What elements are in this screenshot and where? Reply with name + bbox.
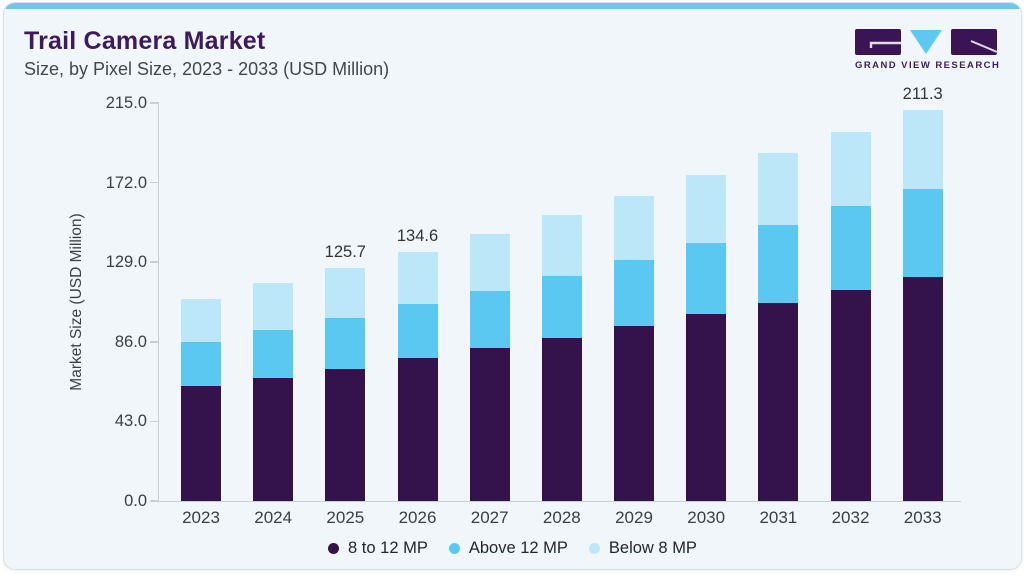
x-axis-label: 2025 xyxy=(326,508,365,527)
bar-segment xyxy=(181,299,221,343)
x-axis-label: 2033 xyxy=(903,508,942,527)
bar-segment xyxy=(758,302,799,501)
y-tick-label: 172.0 xyxy=(105,173,147,192)
y-tick-label: 86.0 xyxy=(114,332,147,351)
logo-mark xyxy=(855,29,997,55)
x-axis-label: 2031 xyxy=(759,508,798,527)
bar-segment xyxy=(614,195,655,261)
bar-segment xyxy=(325,268,366,318)
bar-segment xyxy=(469,348,510,501)
bar-segment xyxy=(686,314,727,501)
logo-v-triangle-icon xyxy=(910,30,942,54)
bar-segment xyxy=(541,214,582,276)
bar-segment xyxy=(253,377,294,501)
x-axis-label: 2032 xyxy=(831,508,870,527)
y-tick-mark xyxy=(150,500,159,502)
card-accent-strip xyxy=(4,3,1021,9)
legend-label: Above 12 MP xyxy=(468,539,568,557)
bar-segment xyxy=(830,131,871,207)
logo-r-glyph xyxy=(970,40,997,53)
legend-item: Above 12 MP xyxy=(448,539,568,558)
bar-segment xyxy=(541,337,582,501)
bar-2027 xyxy=(469,103,510,501)
bar-segment xyxy=(686,243,727,315)
bar-segment xyxy=(253,283,294,331)
bar-2024 xyxy=(253,103,294,501)
bar-value-label: 125.7 xyxy=(324,243,366,262)
bar-segment xyxy=(325,317,366,370)
y-tick-label: 0.0 xyxy=(124,492,147,510)
bar-segment xyxy=(469,290,510,349)
bar-segment xyxy=(397,251,438,305)
bar-2028 xyxy=(541,103,582,501)
bar-segment xyxy=(758,153,799,226)
bar-2023 xyxy=(181,103,221,501)
y-tick-mark xyxy=(150,420,159,423)
page-title: Trail Camera Market xyxy=(24,27,266,55)
bar-2029 xyxy=(614,103,655,501)
y-tick-label: 215.0 xyxy=(105,94,147,112)
bar-segment xyxy=(253,330,294,378)
x-axis-label: 2024 xyxy=(254,508,293,527)
legend-item: 8 to 12 MP xyxy=(328,539,428,558)
x-axis-label: 2029 xyxy=(615,508,653,527)
bar-2032 xyxy=(830,103,871,501)
x-axis-label: 2027 xyxy=(470,508,509,527)
bar-segment xyxy=(830,289,871,501)
bar-segment xyxy=(614,326,655,501)
bar-segment xyxy=(325,369,366,501)
logo-wordmark: GRAND VIEW RESEARCH xyxy=(855,60,1001,71)
bar-value-label: 211.3 xyxy=(902,84,943,103)
logo-g-glyph xyxy=(869,41,901,48)
bar-segment xyxy=(397,358,438,501)
legend-label: 8 to 12 MP xyxy=(348,539,428,557)
x-axis-label: 2028 xyxy=(542,508,581,527)
bar-segment xyxy=(830,206,871,290)
logo-g-block xyxy=(855,29,901,55)
bar-value-label: 134.6 xyxy=(396,226,439,245)
bar-2025: 125.7 xyxy=(325,103,366,501)
y-tick-mark xyxy=(150,261,159,263)
bar-2026: 134.6 xyxy=(397,103,438,501)
bar-segment xyxy=(902,109,943,190)
grand-view-research-logo: GRAND VIEW RESEARCH xyxy=(855,29,1001,71)
legend-item: Below 8 MP xyxy=(588,539,697,558)
bar-segment xyxy=(902,276,943,501)
y-axis-title: Market Size (USD Million) xyxy=(68,213,85,391)
bar-segment xyxy=(686,175,727,244)
chart-header: Trail Camera Market Size, by Pixel Size,… xyxy=(24,27,389,80)
plot-area: 0.0 43.0 86.0 129.0 172.0 215.0 2023 2024 125.7 2… xyxy=(106,85,961,527)
y-tick-mark xyxy=(150,102,159,104)
bar-2030 xyxy=(686,103,727,501)
chart-legend: 8 to 12 MP Above 12 MP Below 8 MP xyxy=(4,539,1021,558)
x-axis-label: 2026 xyxy=(398,508,437,527)
chart-card: Trail Camera Market Size, by Pixel Size,… xyxy=(3,2,1022,570)
bar-segment xyxy=(181,385,221,501)
y-tick-mark xyxy=(150,341,159,343)
legend-label: Below 8 MP xyxy=(608,539,697,557)
legend-dot-icon xyxy=(448,543,460,554)
legend-dot-icon xyxy=(328,543,340,554)
x-axis-label: 2023 xyxy=(182,508,220,527)
bar-segment xyxy=(181,342,221,386)
bar-segment xyxy=(758,225,799,303)
bar-2031 xyxy=(758,103,799,501)
bar-segment xyxy=(469,233,510,291)
bar-2033: 211.3 xyxy=(902,85,943,501)
bar-segment xyxy=(902,189,943,277)
y-tick-label: 129.0 xyxy=(105,253,147,272)
page-subtitle: Size, by Pixel Size, 2023 - 2033 (USD Mi… xyxy=(24,58,390,79)
bar-segment xyxy=(614,260,655,327)
bar-segment xyxy=(397,304,438,359)
logo-r-block xyxy=(951,29,997,55)
legend-dot-icon xyxy=(588,543,600,554)
x-axis-label: 2030 xyxy=(687,508,726,527)
y-tick-label: 43.0 xyxy=(114,412,147,431)
y-tick-mark xyxy=(150,181,159,184)
bar-segment xyxy=(541,275,582,338)
